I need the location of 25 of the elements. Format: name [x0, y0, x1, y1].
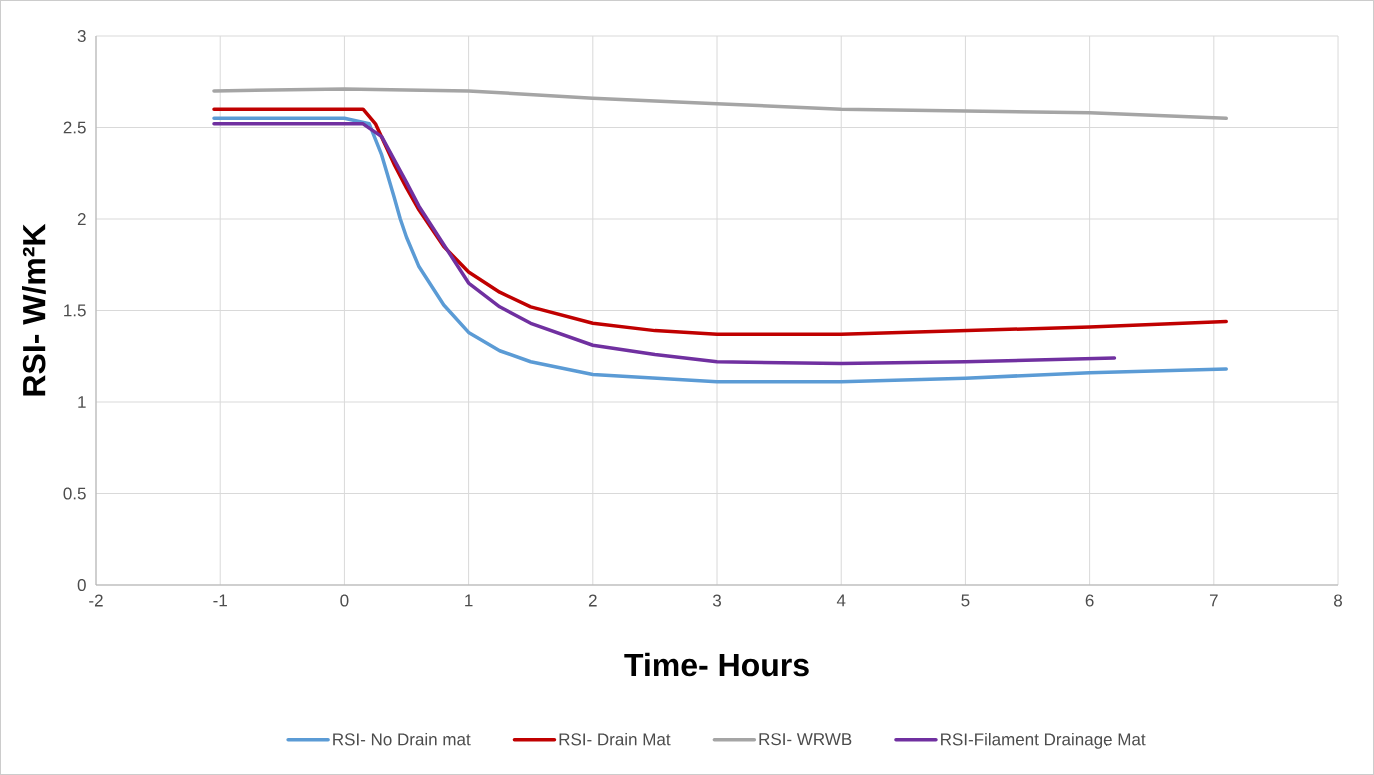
y-tick-label: 3	[77, 29, 86, 43]
legend-label: RSI- WRWB	[759, 733, 852, 746]
legend-label: RSI-Filament Drainage Mat	[941, 732, 1146, 749]
x-tick-label: 0	[340, 594, 349, 607]
y-axis-title: RSI- W/m²K	[21, 223, 46, 396]
line-series	[212, 87, 1228, 121]
x-tick-label: 2	[588, 594, 597, 607]
x-tick-label: 3	[712, 594, 721, 607]
x-tick-label: -1	[213, 594, 227, 607]
x-tick-label: 6	[1085, 594, 1094, 607]
y-tick-label: 0.5	[63, 487, 86, 500]
legend-label: RSI- No Drain mat	[333, 732, 471, 746]
y-tick-label: 1	[78, 396, 86, 408]
x-tick-label: 7	[1209, 594, 1218, 607]
x-tick-label: 4	[836, 594, 846, 607]
y-tick-label: 2.5	[63, 121, 86, 134]
x-tick-label: -2	[89, 594, 103, 607]
y-tick-label: 1.5	[64, 304, 86, 317]
x-axis-title: Time- Hours	[624, 652, 809, 677]
x-tick-label: 5	[961, 594, 970, 607]
x-tick-label: 1	[465, 594, 473, 607]
y-tick-label: 0	[77, 578, 86, 592]
legend-label: RSI- Drain Mat	[559, 732, 671, 746]
x-tick-label: 8	[1334, 594, 1343, 607]
y-tick-label: 2	[77, 213, 86, 225]
